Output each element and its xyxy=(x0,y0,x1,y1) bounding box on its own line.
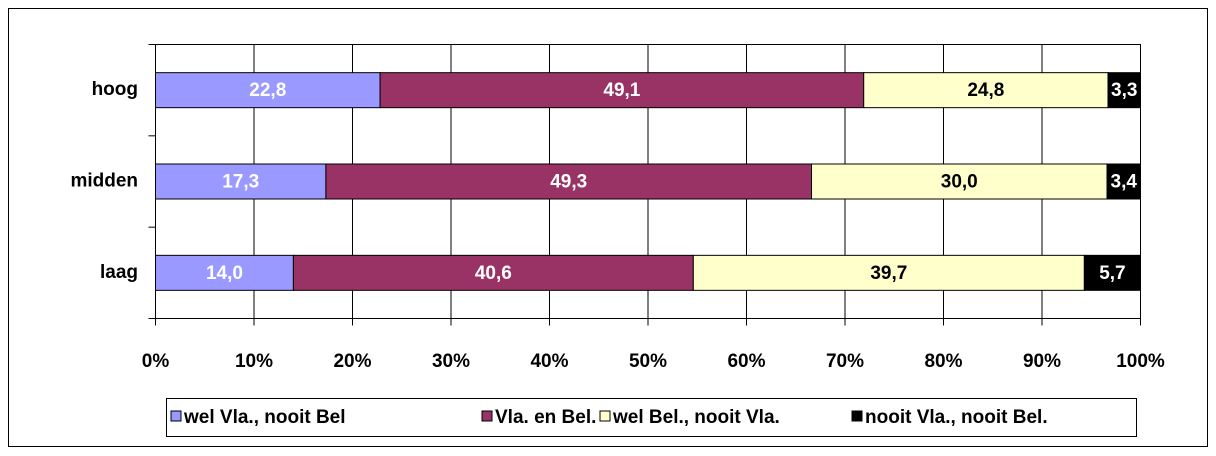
legend-label: nooit Vla., nooit Bel. xyxy=(865,407,1048,428)
x-tick-label: 60% xyxy=(727,351,765,372)
data-label: 14,0 xyxy=(206,263,243,284)
x-tick-label: 100% xyxy=(1116,351,1165,372)
legend-swatch xyxy=(599,410,611,422)
bar-segment xyxy=(1106,163,1142,200)
x-tick-label: 80% xyxy=(924,351,962,372)
data-label: 5,7 xyxy=(1099,263,1125,284)
data-label: 40,6 xyxy=(475,263,512,284)
x-tick-label: 20% xyxy=(333,351,371,372)
legend-swatch xyxy=(170,410,182,422)
bar-segment xyxy=(155,163,327,200)
y-tick-label: midden xyxy=(70,171,138,192)
x-tick-label: 70% xyxy=(826,351,864,372)
x-tick-label: 0% xyxy=(142,351,170,372)
legend-box xyxy=(166,398,1137,437)
bar-segment xyxy=(863,72,1109,109)
data-label: 17,3 xyxy=(222,172,259,193)
bar-segment xyxy=(325,163,813,200)
data-label: 3,4 xyxy=(1111,172,1138,193)
x-tick-label: 10% xyxy=(235,351,273,372)
bar-segment xyxy=(155,254,294,291)
data-label: 39,7 xyxy=(870,263,907,284)
data-label: 30,0 xyxy=(941,172,978,193)
data-label: 49,3 xyxy=(550,172,587,193)
bar-segment xyxy=(811,163,1108,200)
bar-segment xyxy=(292,254,694,291)
data-label: 49,1 xyxy=(603,80,640,101)
x-tick-label: 50% xyxy=(629,351,667,372)
data-label: 24,8 xyxy=(967,80,1004,101)
legend-label: wel Bel., nooit Vla. xyxy=(612,407,780,428)
bar-segment xyxy=(692,254,1085,291)
x-tick-label: 90% xyxy=(1023,351,1061,372)
legend-swatch xyxy=(851,410,863,422)
legend-swatch xyxy=(481,410,493,422)
bar-segment xyxy=(1107,72,1141,109)
x-tick-label: 40% xyxy=(530,351,568,372)
bar-segment xyxy=(155,72,381,109)
legend-label: wel Vla., nooit Bel xyxy=(183,407,346,428)
legend-label: Vla. en Bel. xyxy=(495,407,596,428)
x-tick-label: 30% xyxy=(432,351,470,372)
y-tick-label: hoog xyxy=(92,79,138,100)
data-label: 3,3 xyxy=(1111,80,1137,101)
bar-segment xyxy=(1083,254,1141,291)
data-label: 22,8 xyxy=(249,80,286,101)
y-tick-label: laag xyxy=(100,262,138,283)
